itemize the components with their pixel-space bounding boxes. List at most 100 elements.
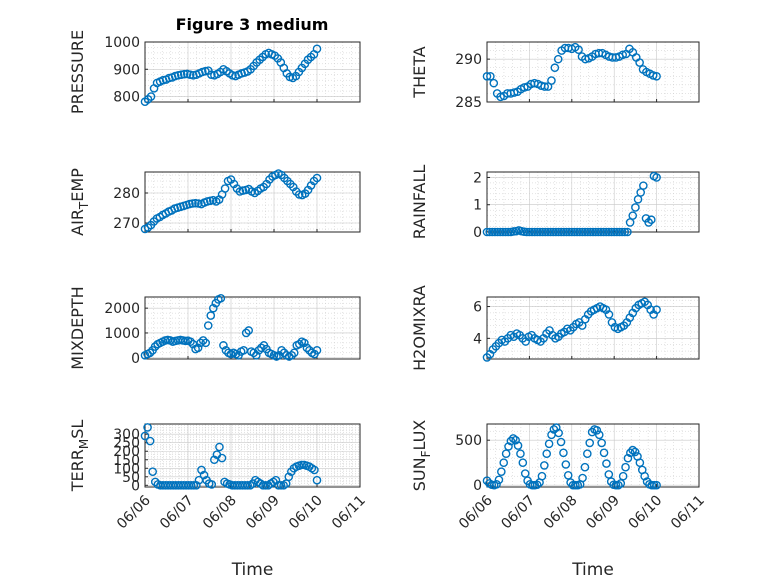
data-point [220,184,230,193]
data-point [635,458,645,468]
data-point [601,227,611,237]
data-point [522,227,532,237]
axes-box [144,171,361,233]
data-point [652,305,661,315]
y-axis-label: SUNFLUX [410,420,433,492]
y-tick-label: 0 [131,351,140,367]
data-point [594,430,604,440]
data-point [564,227,574,237]
data-point [196,338,205,348]
axes-box [486,171,700,233]
data-point [494,475,504,485]
data-point [516,449,525,459]
data-point [520,469,530,478]
data-point [542,449,552,459]
data-point [615,227,624,237]
data-point [599,448,609,458]
data-point [513,441,523,450]
data-point [192,480,201,490]
data-point [143,423,152,432]
data-point [614,480,623,490]
data-point [312,173,322,183]
data-point [547,76,556,85]
data-point [616,479,626,488]
data-point [572,227,582,237]
y-tick-label: 2000 [104,301,140,317]
data-point [496,92,505,102]
data-point [203,321,213,330]
data-point [249,348,259,358]
data-point [623,453,633,463]
data-point [570,227,579,237]
data-point [621,462,630,472]
data-point [618,50,627,60]
y-axis-label: AIRTEMP [68,168,91,236]
data-point [310,465,319,475]
y-tick-label: 280 [113,186,140,202]
data-point [482,71,492,81]
data-point [312,475,322,485]
y-tick-label: 0 [473,225,482,241]
data-point [508,434,518,443]
data-point [562,227,571,237]
x-tick-label: 06/11 [668,493,708,533]
y-tick-label: 500 [455,433,482,449]
data-point [631,203,640,212]
data-point [140,431,150,441]
data-point [495,227,505,237]
axes-box [144,296,361,360]
data-point [559,448,568,458]
data-point [626,448,635,458]
y-tick-label: 1 [473,198,482,214]
data-point [216,293,226,303]
data-point [563,470,573,480]
data-point [239,346,248,355]
data-point [604,227,614,237]
data-point [191,198,200,208]
data-point [520,83,529,92]
data-point [636,188,646,197]
y-tick-label: 900 [113,62,140,78]
data-point [277,346,286,355]
data-point [312,346,322,355]
data-point [607,227,616,237]
x-tick-label: 06/07 [498,493,538,533]
subplot-air-temp: 270 280 AIRTEMP [68,168,361,236]
data-point [640,471,649,481]
data-point [533,227,542,237]
y-axis-label: THETA [410,46,429,98]
y-tick-label: 250 [113,436,140,452]
data-point [649,480,659,490]
x-tick-label: 06/11 [329,493,369,533]
data-point [628,445,638,455]
data-point [580,227,590,237]
data-point [551,423,561,432]
data-point [501,227,510,237]
data-point [567,227,577,237]
data-point [240,480,250,490]
data-point [556,437,566,447]
y-tick-label: 200 [113,444,140,460]
data-point [618,471,628,481]
x-tick-label: 06/09 [243,493,283,533]
data-point [540,82,549,91]
y-tick-label: 290 [455,52,482,68]
data-point [302,343,312,353]
y-axis-label: PRESSURE [68,30,87,114]
data-point [284,472,294,482]
data-point [258,480,268,490]
data-point [179,69,189,79]
data-point [251,350,261,360]
data-point [625,218,635,227]
data-point [498,227,508,237]
data-point [541,227,550,237]
data-point [145,348,155,358]
data-point [551,227,561,237]
subplot-h2omixra: 4 6 H2OMIXRA [410,285,700,371]
axes-box [486,423,700,488]
data-point [623,227,632,237]
data-point [583,449,592,459]
data-point [647,215,656,225]
data-point [201,338,211,348]
data-point [257,343,266,353]
